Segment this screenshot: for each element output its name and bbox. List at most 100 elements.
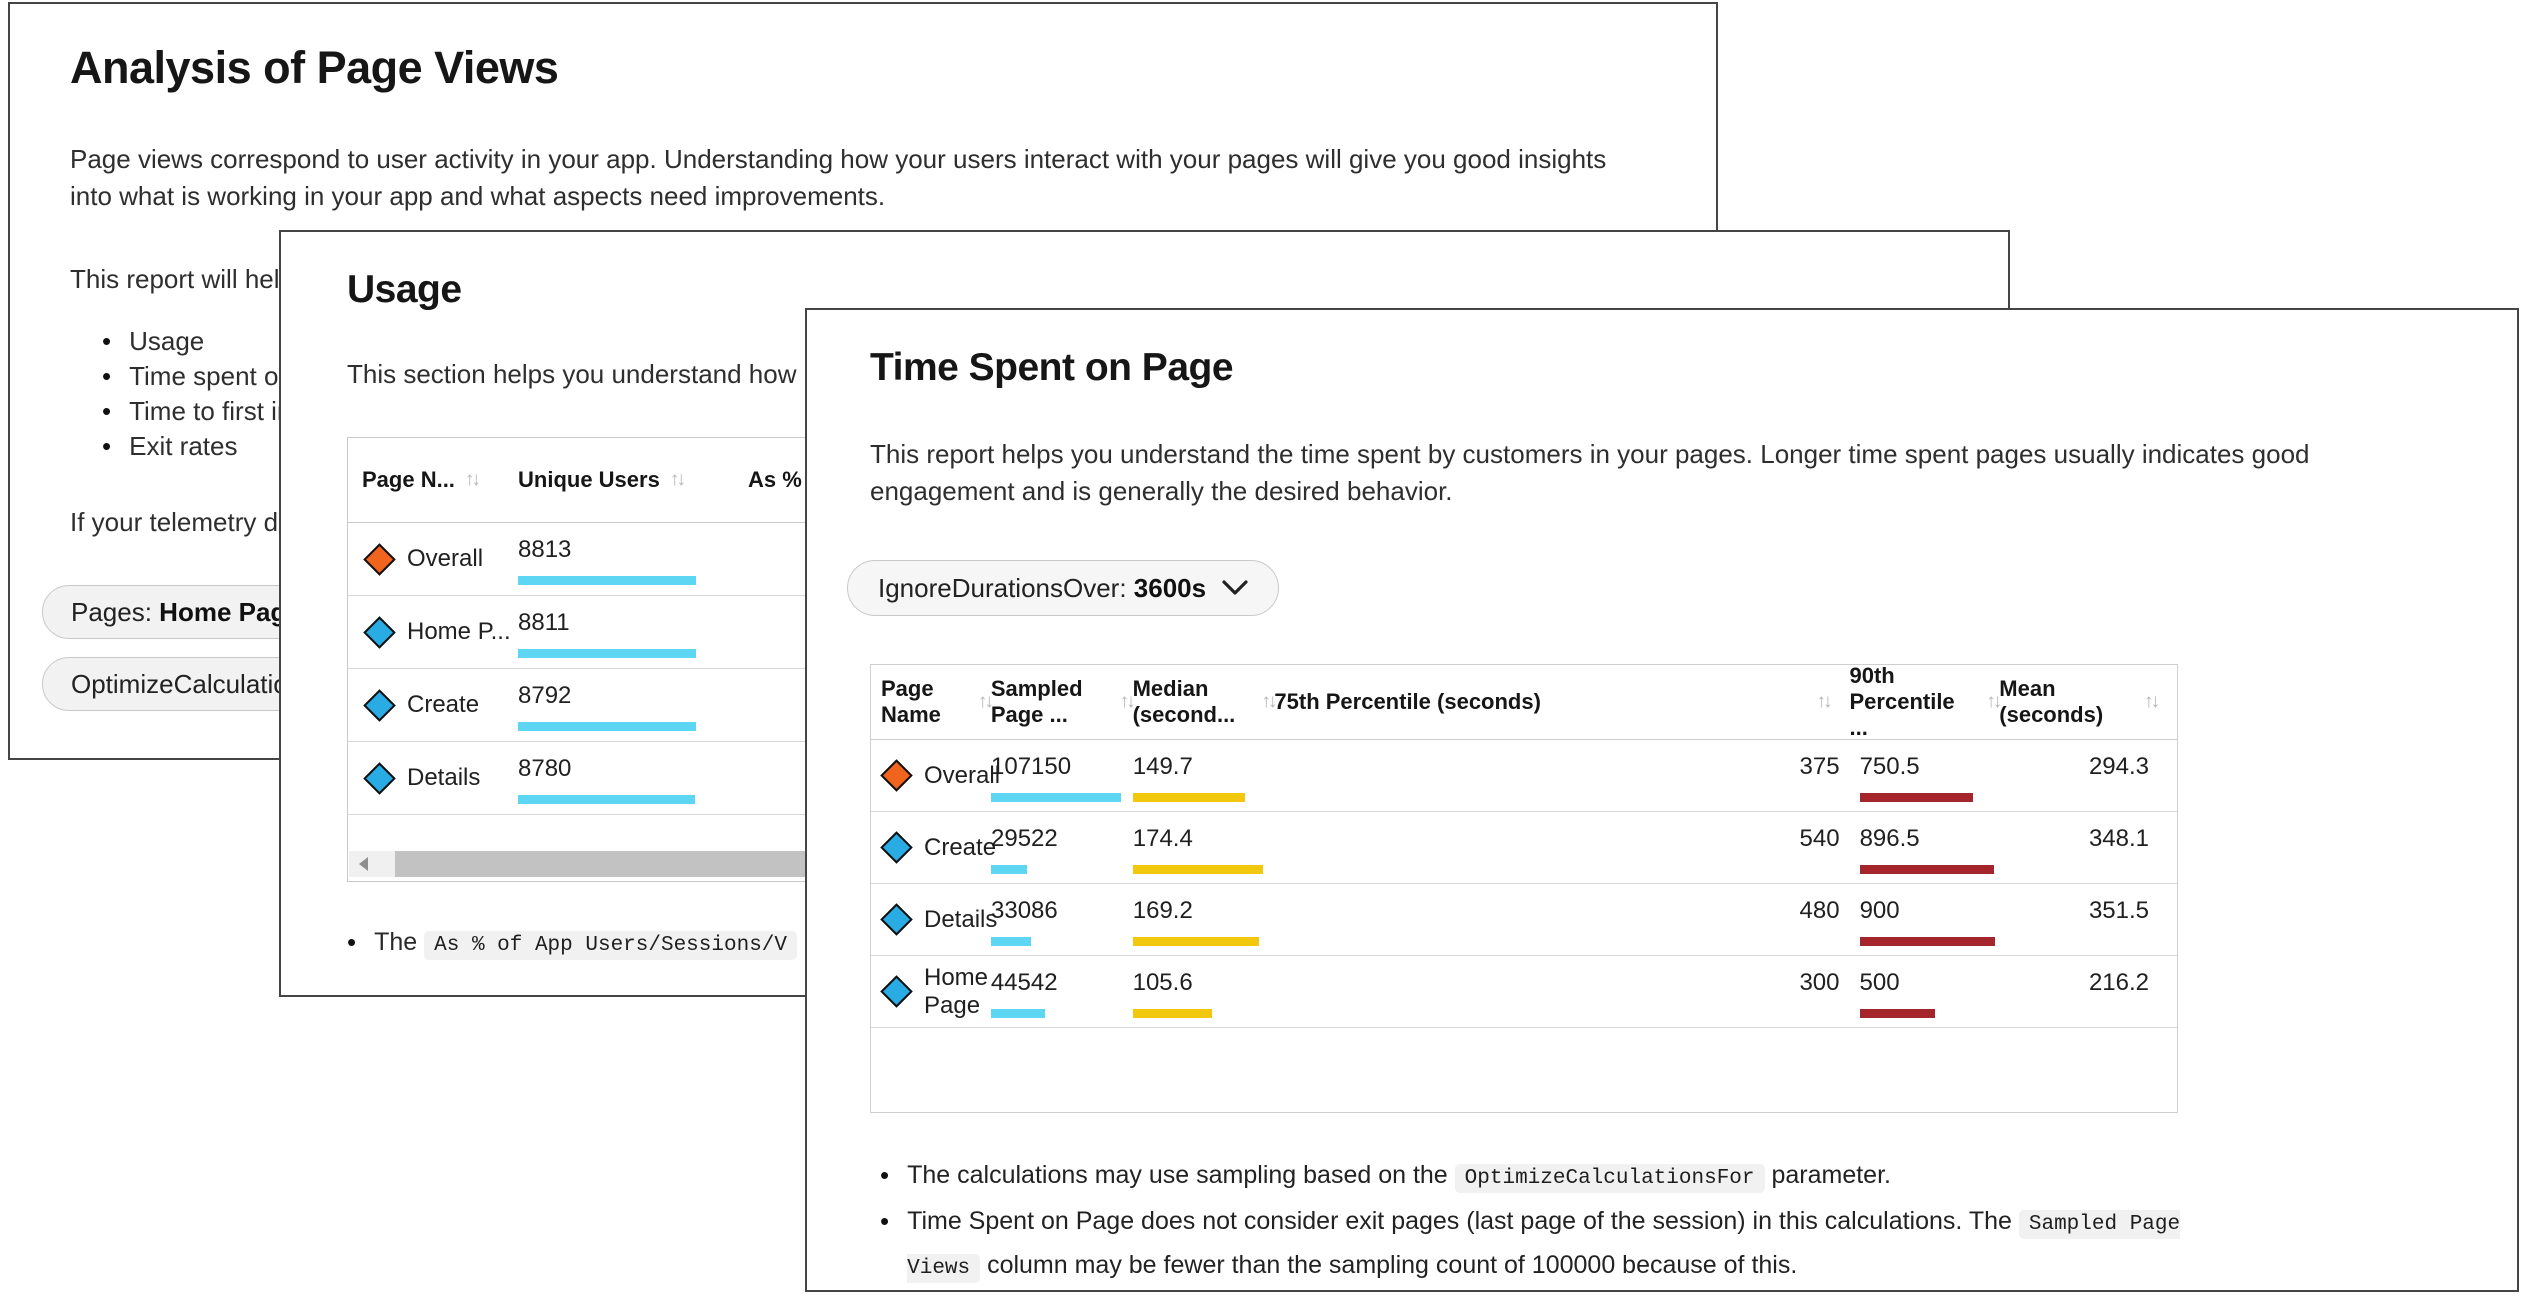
- series-marker-diamond: [880, 903, 913, 936]
- mean-cell: 351.5: [1999, 884, 2177, 955]
- median-bar: [1132, 937, 1259, 946]
- column-header-label: Unique Users: [518, 467, 660, 492]
- page-name: Details: [924, 905, 998, 933]
- unique-users-cell: 8811: [518, 596, 748, 668]
- cell-value: 896.5: [1859, 825, 1920, 852]
- p90-bar: [1859, 793, 1973, 802]
- column-header-page-name[interactable]: Page Name ↑↓: [871, 676, 994, 728]
- median-cell: 169.2: [1132, 884, 1275, 955]
- sort-icon[interactable]: ↑↓: [2144, 691, 2160, 712]
- list-item: • Exit rates: [102, 429, 1656, 464]
- cell-value: 149.7: [1132, 753, 1193, 780]
- table-row: Create 29522 174.4 540 896.5 348.1: [871, 812, 2177, 884]
- sampled-page-views-bar: [991, 937, 1031, 946]
- median-cell: 149.7: [1132, 740, 1275, 811]
- time-spent-description: This report helps you understand the tim…: [870, 439, 2310, 506]
- series-marker-diamond: [880, 759, 913, 792]
- footnote-item: • The calculations may use sampling based…: [880, 1155, 2210, 1199]
- page-name: Overall: [924, 761, 1001, 789]
- time-spent-table-body: Overall 107150 149.7 375 750.5 294.3 Create 295…: [871, 740, 2177, 1028]
- median-cell: 174.4: [1132, 812, 1275, 883]
- cell-value: 174.4: [1132, 825, 1193, 852]
- column-header-90th-percentile[interactable]: 90th Percentile ... ↑↓: [1850, 663, 2003, 741]
- unique-users-bar: [518, 795, 695, 804]
- usage-title: Usage: [347, 268, 462, 311]
- bullet-icon: •: [347, 927, 357, 957]
- inline-code-chip: OptimizeCalculationsFor: [1454, 1164, 1765, 1193]
- chevron-down-icon: [1222, 580, 1248, 595]
- page-name: Home P...: [407, 618, 511, 645]
- list-item: • Usage: [102, 324, 1656, 359]
- series-marker-diamond: [880, 975, 913, 1008]
- bullet-icon: •: [102, 396, 112, 426]
- sort-icon[interactable]: ↑↓: [464, 469, 481, 490]
- p75-cell: 480: [1275, 884, 1850, 955]
- cell-value: 375: [1799, 753, 1840, 780]
- cell-value: 8780: [518, 755, 572, 782]
- bullet-icon: •: [102, 326, 112, 356]
- left-arrow-icon: [358, 857, 368, 871]
- text-run: Pages:: [71, 597, 160, 627]
- time-spent-title: Time Spent on Page: [870, 346, 1234, 389]
- median-bar: [1132, 793, 1245, 802]
- page-name-cell: Details: [871, 884, 997, 955]
- sort-icon[interactable]: ↑↓: [1119, 691, 1136, 712]
- unique-users-bar: [518, 576, 696, 585]
- column-header-label: 75th Percentile (seconds): [1274, 689, 1541, 714]
- page-name: Details: [407, 764, 481, 791]
- text-run: The: [374, 928, 425, 956]
- cell-value: 216.2: [2088, 969, 2149, 996]
- p90-cell: 500: [1850, 956, 2000, 1027]
- cell-value: 169.2: [1132, 897, 1193, 924]
- footnote-text: Time Spent on Page does not consider exi…: [907, 1201, 2210, 1289]
- p90-cell: 896.5: [1850, 812, 2000, 883]
- inline-code-chip: As % of App Users/Sessions/V: [424, 931, 797, 960]
- cell-value: 351.5: [2088, 897, 2150, 924]
- bullet-label: Usage: [129, 326, 205, 356]
- page-name: Create: [924, 833, 997, 861]
- usage-footnote-text: The As % of App Users/Sessions/V: [374, 922, 797, 966]
- page-name-cell: Overall: [348, 523, 518, 595]
- report-help-text: This report will help: [70, 264, 294, 294]
- sort-icon[interactable]: ↑↓: [1261, 691, 1277, 712]
- intro-text: Page views correspond to user activity i…: [70, 144, 1607, 211]
- list-item: • Time to first int: [102, 394, 1656, 429]
- cell-value: 300: [1799, 969, 1840, 996]
- ignore-durations-filter[interactable]: IgnoreDurationsOver: 3600s: [847, 560, 1280, 616]
- page-name: Overall: [407, 545, 484, 572]
- table-row: Details 33086 169.2 480 900 351.5: [871, 884, 2177, 956]
- text-run: The calculations may use sampling based …: [907, 1161, 1455, 1189]
- column-header-mean-seconds[interactable]: Mean (seconds) ↑↓: [1999, 676, 2177, 728]
- bullet-label: Exit rates: [129, 431, 238, 461]
- page-name-cell: Details: [348, 742, 518, 814]
- scroll-left-button[interactable]: [349, 851, 377, 877]
- sampled-page-views-bar: [990, 1009, 1045, 1018]
- cell-value: 8813: [518, 536, 572, 563]
- sort-icon[interactable]: ↑↓: [669, 469, 686, 490]
- p90-bar: [1859, 865, 1994, 874]
- series-marker-diamond: [363, 615, 396, 649]
- sort-icon[interactable]: ↑↓: [977, 691, 994, 712]
- unique-users-bar: [518, 722, 696, 731]
- median-bar: [1132, 865, 1263, 874]
- sampled-page-views-bar: [991, 865, 1027, 874]
- unique-users-bar: [518, 649, 696, 658]
- column-header-page-n[interactable]: Page N... ↑↓: [348, 467, 518, 493]
- column-header-sampled-page[interactable]: Sampled Page ... ↑↓: [991, 676, 1136, 728]
- p90-bar: [1859, 937, 1995, 946]
- table-row: Overall 107150 149.7 375 750.5 294.3: [871, 740, 2177, 812]
- column-header-unique-users[interactable]: Unique Users ↑↓: [518, 467, 748, 493]
- page-name-cell: Overall: [871, 740, 1000, 811]
- column-header-label: Page Name: [881, 676, 941, 727]
- sampled-page-views-cell: 33086: [991, 884, 1133, 955]
- cell-value: 750.5: [1859, 753, 1920, 780]
- page-title: Analysis of Page Views: [70, 42, 559, 93]
- column-header-median-second[interactable]: Median (second... ↑↓: [1133, 676, 1278, 728]
- sort-icon[interactable]: ↑↓: [1816, 691, 1833, 712]
- column-header-75th-percentile-seconds[interactable]: 75th Percentile (seconds) ↑↓: [1274, 689, 1849, 715]
- p90-bar: [1859, 1009, 1935, 1018]
- footnote-text: The calculations may use sampling based …: [907, 1155, 1891, 1199]
- sort-icon[interactable]: ↑↓: [1986, 691, 2002, 712]
- unique-users-cell: 8792: [518, 669, 748, 741]
- p90-cell: 900: [1850, 884, 2000, 955]
